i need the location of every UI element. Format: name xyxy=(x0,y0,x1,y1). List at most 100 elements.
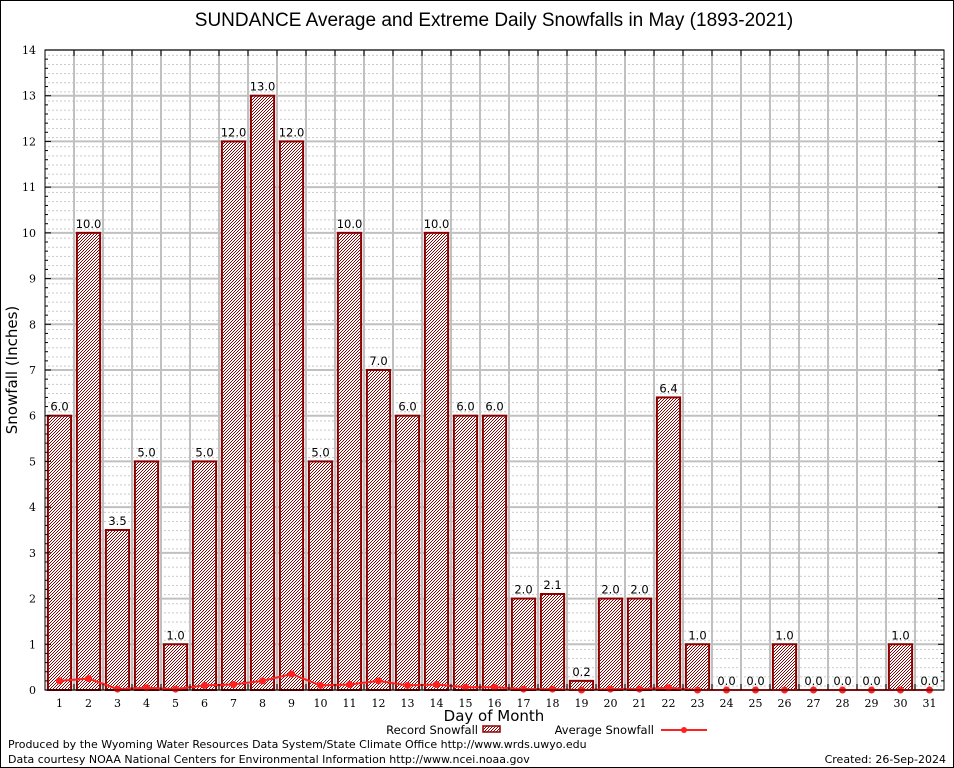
x-tick-label: 14 xyxy=(430,697,444,710)
average-point xyxy=(143,684,150,692)
average-point xyxy=(520,685,527,693)
record-bar xyxy=(307,460,334,691)
y-tick-label: 4 xyxy=(29,501,36,514)
average-point xyxy=(607,685,614,693)
x-tick-label: 2 xyxy=(85,697,92,710)
average-point xyxy=(288,670,295,678)
y-tick-label: 10 xyxy=(22,227,36,240)
record-bar xyxy=(684,643,711,691)
record-bar xyxy=(133,460,160,691)
average-point xyxy=(230,681,237,689)
bar-value-label: 0.2 xyxy=(572,665,590,679)
x-tick-label: 17 xyxy=(517,697,531,710)
record-bar xyxy=(162,643,189,691)
bar-value-label: 1.0 xyxy=(775,628,793,642)
y-tick-label: 5 xyxy=(29,455,36,468)
x-tick-label: 24 xyxy=(720,697,734,710)
record-bar xyxy=(597,597,624,691)
record-bar xyxy=(655,396,682,691)
average-point xyxy=(56,677,63,685)
x-tick-label: 19 xyxy=(575,697,589,710)
average-point xyxy=(201,681,208,689)
x-tick-label: 28 xyxy=(836,697,850,710)
footer-producer: Produced by the Wyoming Water Resources … xyxy=(8,738,587,751)
x-tick-label: 5 xyxy=(172,697,179,710)
x-tick-label: 29 xyxy=(865,697,879,710)
record-bar xyxy=(75,231,102,691)
y-tick-label: 6 xyxy=(29,410,36,423)
bar-value-label: 5.0 xyxy=(311,445,329,459)
record-bar xyxy=(278,140,305,691)
x-tick-label: 13 xyxy=(401,697,415,710)
x-tick-label: 22 xyxy=(662,697,676,710)
y-tick-label: 8 xyxy=(29,318,36,331)
average-point xyxy=(462,683,469,691)
y-tick-label: 0 xyxy=(29,684,36,697)
x-tick-label: 23 xyxy=(691,697,705,710)
bar-value-label: 1.0 xyxy=(688,628,706,642)
record-bar xyxy=(336,231,363,691)
bar-value-label: 0.0 xyxy=(804,674,822,688)
x-tick-label: 25 xyxy=(749,697,763,710)
average-point xyxy=(433,681,440,689)
x-tick-label: 10 xyxy=(314,697,328,710)
bar-value-label: 6.0 xyxy=(485,400,503,414)
bar-value-label: 10.0 xyxy=(337,217,363,231)
bar-value-label: 2.0 xyxy=(514,583,532,597)
legend: Record Snowfall Average Snowfall xyxy=(386,723,707,737)
footer-data-source: Data courtesy NOAA National Centers for … xyxy=(8,753,530,766)
record-bar xyxy=(539,593,566,691)
x-tick-label: 21 xyxy=(633,697,647,710)
y-tick-label: 9 xyxy=(29,273,36,286)
bar-value-label: 0.0 xyxy=(717,674,735,688)
record-bar xyxy=(481,414,508,691)
x-tick-label: 12 xyxy=(372,697,386,710)
legend-average-label: Average Snowfall xyxy=(555,723,654,737)
x-tick-label: 3 xyxy=(114,697,121,710)
bar-value-label: 12.0 xyxy=(221,125,247,139)
average-point xyxy=(375,677,382,685)
average-point xyxy=(404,681,411,689)
average-point xyxy=(346,681,353,689)
y-tick-label: 14 xyxy=(22,44,36,57)
bar-value-label: 1.0 xyxy=(166,628,184,642)
record-bar xyxy=(423,231,450,691)
y-tick-label: 13 xyxy=(22,90,36,103)
footer-created: Created: 26-Sep-2024 xyxy=(825,753,946,766)
record-bar xyxy=(191,460,218,691)
x-tick-label: 8 xyxy=(259,697,266,710)
record-bar xyxy=(46,414,73,691)
bar-value-label: 5.0 xyxy=(137,445,155,459)
x-tick-label: 26 xyxy=(778,697,792,710)
bar-value-label: 0.0 xyxy=(833,674,851,688)
x-tick-label: 18 xyxy=(546,697,560,710)
x-tick-label: 11 xyxy=(343,697,357,710)
y-tick-label: 3 xyxy=(29,547,36,560)
chart-title: SUNDANCE Average and Extreme Daily Snowf… xyxy=(195,10,793,31)
x-tick-label: 30 xyxy=(894,697,908,710)
x-tick-label: 4 xyxy=(143,697,150,710)
record-bar xyxy=(249,94,276,691)
record-bar xyxy=(220,140,247,691)
x-axis-label: Day of Month xyxy=(444,707,545,725)
record-bar xyxy=(452,414,479,691)
record-bar xyxy=(394,414,421,691)
bar-value-label: 0.0 xyxy=(920,674,938,688)
record-bar xyxy=(365,369,392,691)
x-tick-label: 1 xyxy=(56,697,63,710)
average-point xyxy=(549,685,556,693)
record-bar xyxy=(510,597,537,691)
record-bar xyxy=(104,529,131,691)
bar-value-label: 6.4 xyxy=(659,381,677,395)
y-tick-label: 11 xyxy=(22,181,36,194)
bar-value-label: 12.0 xyxy=(279,125,305,139)
x-tick-label: 9 xyxy=(288,697,295,710)
bar-value-label: 0.0 xyxy=(862,674,880,688)
average-point xyxy=(172,685,179,693)
y-axis-label: Snowfall (Inches) xyxy=(3,306,21,434)
bar-value-label: 10.0 xyxy=(424,217,450,231)
average-point xyxy=(259,677,266,685)
bar-value-label: 0.0 xyxy=(746,674,764,688)
y-tick-label: 12 xyxy=(22,135,36,148)
